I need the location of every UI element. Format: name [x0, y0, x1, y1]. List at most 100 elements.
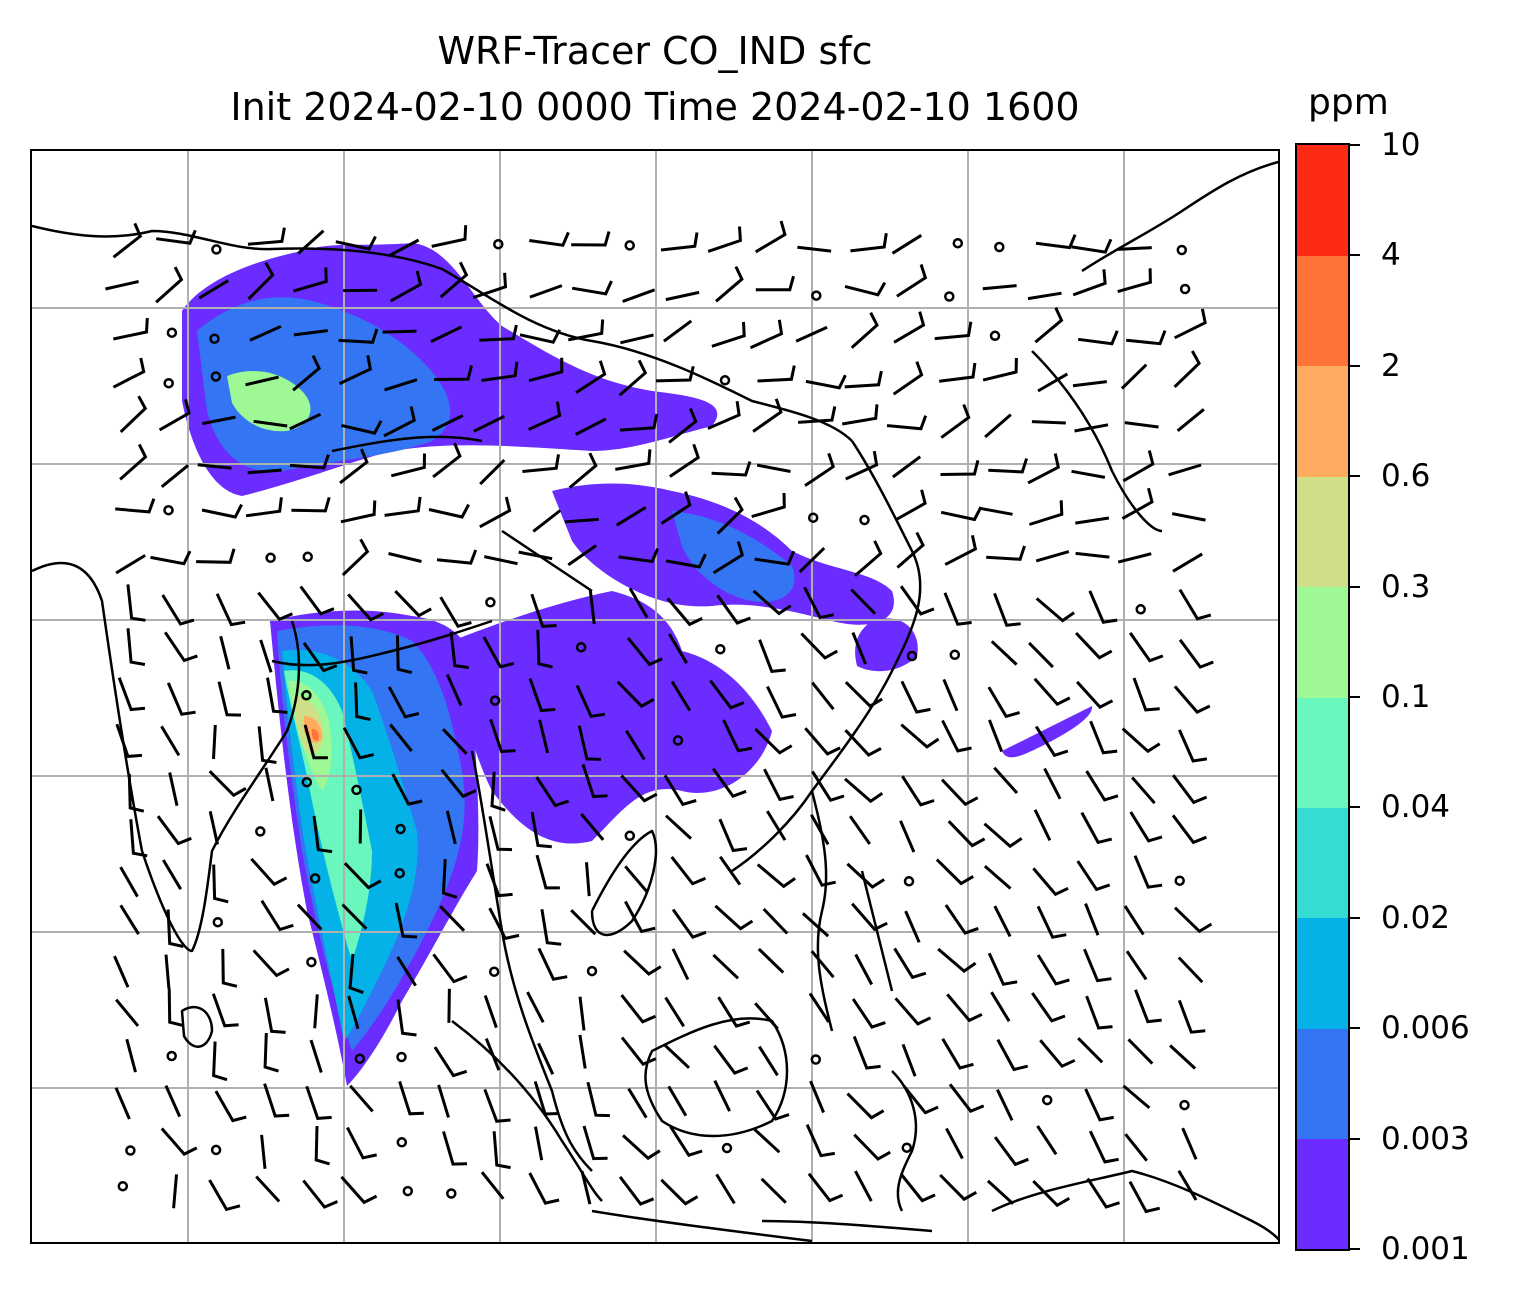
- coastline-sumatra: [451, 1020, 603, 1202]
- wind-barb: [340, 1175, 378, 1205]
- wind-barb: [762, 907, 789, 935]
- wind-barb: [221, 948, 238, 988]
- wind-barb: [749, 319, 784, 350]
- colorbar-tick-label: 0.006: [1381, 1010, 1470, 1047]
- wind-barb: [249, 325, 282, 342]
- wind-barb: [347, 995, 360, 1030]
- wind-barb: [947, 820, 986, 848]
- wind-barb: [809, 1080, 825, 1114]
- wind-barb: [163, 631, 198, 663]
- wind-barb: [716, 496, 744, 535]
- coastline-korea-japan: [1031, 160, 1278, 533]
- wind-barb: [982, 357, 1018, 382]
- wind-barb: [891, 234, 923, 255]
- wind-barb: [1088, 590, 1118, 624]
- wind-barb: [1089, 720, 1118, 755]
- wind-barb: [166, 682, 196, 716]
- map-gridlines: [32, 151, 1278, 1242]
- colorbar-segment: [1297, 365, 1348, 477]
- wind-barb: [716, 594, 751, 625]
- coastline-sri-lanka: [180, 1005, 214, 1048]
- wind-barb: [852, 1035, 881, 1070]
- wind-barb: [257, 726, 277, 764]
- wind-barb: [628, 587, 649, 619]
- wind-barb: [1172, 774, 1208, 805]
- wind-barb: [530, 593, 557, 628]
- wind-barb: [1124, 421, 1159, 429]
- wind-barb: [1169, 1044, 1197, 1070]
- wind-barb: [667, 1085, 688, 1117]
- wind-barb: [1074, 423, 1109, 433]
- wind-barb: [1043, 767, 1062, 800]
- wind-barb: [126, 628, 146, 666]
- wind-barb: [395, 635, 413, 675]
- wind-barb: [211, 993, 239, 1028]
- wind-barb: [1177, 999, 1206, 1034]
- wind-barb: [1078, 330, 1119, 346]
- wind-barb: [990, 640, 1018, 666]
- wind-barb: [382, 329, 417, 334]
- wind-barb: [900, 723, 940, 749]
- wind-barb: [571, 280, 613, 296]
- wind-barb: [948, 1083, 985, 1114]
- wind-barb: [850, 312, 879, 349]
- wind-barb: [1031, 992, 1066, 1023]
- wind-barb: [1033, 809, 1052, 842]
- wind-barb: [1027, 291, 1062, 301]
- wind-barb: [715, 265, 744, 303]
- wind-barb: [899, 820, 916, 853]
- wind-barb: [289, 454, 330, 470]
- wind-barb: [483, 995, 498, 1029]
- wind-barb: [893, 311, 926, 344]
- coastline-philippines: [810, 790, 894, 1032]
- wind-barb: [160, 1127, 198, 1156]
- wind-barb: [263, 997, 286, 1034]
- wind-barb: [266, 677, 288, 714]
- wind-barb: [755, 1089, 790, 1121]
- wind-barb: [567, 544, 598, 567]
- calm-wind-marker: [402, 1185, 414, 1197]
- coastline-india: [32, 561, 301, 953]
- wind-barb: [293, 329, 328, 337]
- wind-barb: [117, 677, 146, 712]
- wind-barb: [751, 492, 786, 519]
- wind-barb: [1037, 372, 1069, 393]
- wind-barb: [660, 491, 692, 525]
- wind-barb: [527, 401, 562, 431]
- calm-wind-marker: [209, 333, 220, 344]
- wind-barb: [626, 637, 663, 667]
- calm-wind-marker: [903, 876, 915, 887]
- wind-barb: [196, 548, 236, 564]
- wind-barb: [763, 768, 794, 802]
- wind-barb: [289, 412, 322, 431]
- wind-barb: [245, 375, 279, 387]
- wind-barb: [993, 592, 1021, 627]
- wind-barb: [850, 232, 888, 253]
- calm-wind-marker: [807, 512, 819, 523]
- wind-barb: [347, 593, 384, 622]
- wind-barb: [669, 443, 700, 478]
- wind-barb: [484, 1038, 501, 1071]
- wind-barb: [755, 275, 795, 292]
- wind-barb: [1076, 860, 1111, 892]
- calm-wind-marker: [163, 377, 174, 389]
- wind-barb: [665, 553, 707, 569]
- wind-barb: [940, 460, 980, 476]
- wind-barb: [996, 1038, 1029, 1072]
- colorbar-tick-label: 10: [1381, 127, 1421, 163]
- calm-wind-marker: [265, 552, 276, 564]
- wind-barb: [338, 355, 372, 385]
- wind-barb: [532, 509, 562, 533]
- colorbar: [1295, 143, 1350, 1251]
- colorbar-segment: [1297, 807, 1348, 919]
- wind-barb: [1117, 268, 1152, 294]
- wind-barb: [119, 395, 148, 433]
- wind-barb: [1028, 500, 1064, 526]
- wind-barb: [518, 550, 553, 561]
- wind-barb: [801, 912, 830, 938]
- wind-barb: [112, 357, 146, 389]
- wind-barb: [894, 489, 927, 522]
- wind-barb: [1178, 588, 1212, 621]
- wind-barb: [212, 864, 229, 904]
- wind-barb: [529, 284, 563, 299]
